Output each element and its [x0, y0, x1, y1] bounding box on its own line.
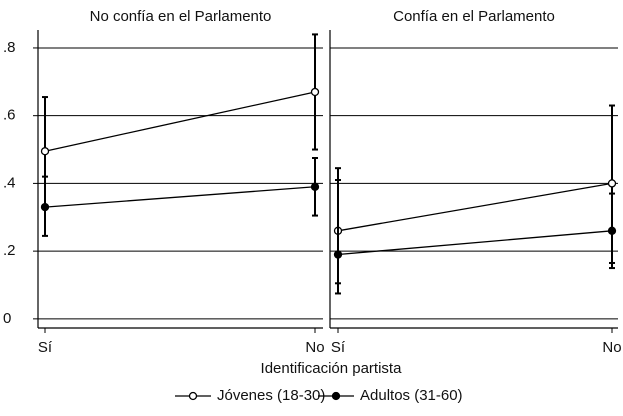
point	[310, 87, 320, 97]
point	[40, 202, 50, 212]
y-tick-label: .8	[3, 39, 16, 56]
series-line	[337, 230, 613, 256]
y-tick-label: .2	[3, 242, 16, 259]
legend-label: Jóvenes (18-30)	[217, 387, 325, 404]
point	[607, 179, 617, 188]
x-tick-label: Sí	[331, 339, 346, 356]
x-tick-label: Sí	[38, 339, 53, 356]
panel-title: No confía en el Parlamento	[90, 8, 272, 25]
x-tick-label: No	[305, 339, 324, 356]
y-tick-label: .4	[3, 174, 16, 191]
point	[333, 250, 343, 259]
legend-marker	[188, 391, 198, 401]
point	[607, 226, 617, 235]
series-line	[44, 186, 316, 208]
point	[40, 147, 50, 156]
point	[310, 182, 320, 191]
panel-title: Confía en el Parlamento	[393, 8, 555, 25]
y-tick-label: .6	[3, 107, 16, 124]
series-line	[44, 91, 316, 152]
x-axis-label: Identificación partista	[261, 360, 403, 377]
y-tick-label: 0	[3, 310, 11, 327]
legend-marker	[331, 391, 341, 401]
series-line	[337, 182, 613, 232]
legend-label: Adultos (31-60)	[360, 387, 463, 404]
x-tick-label: No	[602, 339, 621, 356]
